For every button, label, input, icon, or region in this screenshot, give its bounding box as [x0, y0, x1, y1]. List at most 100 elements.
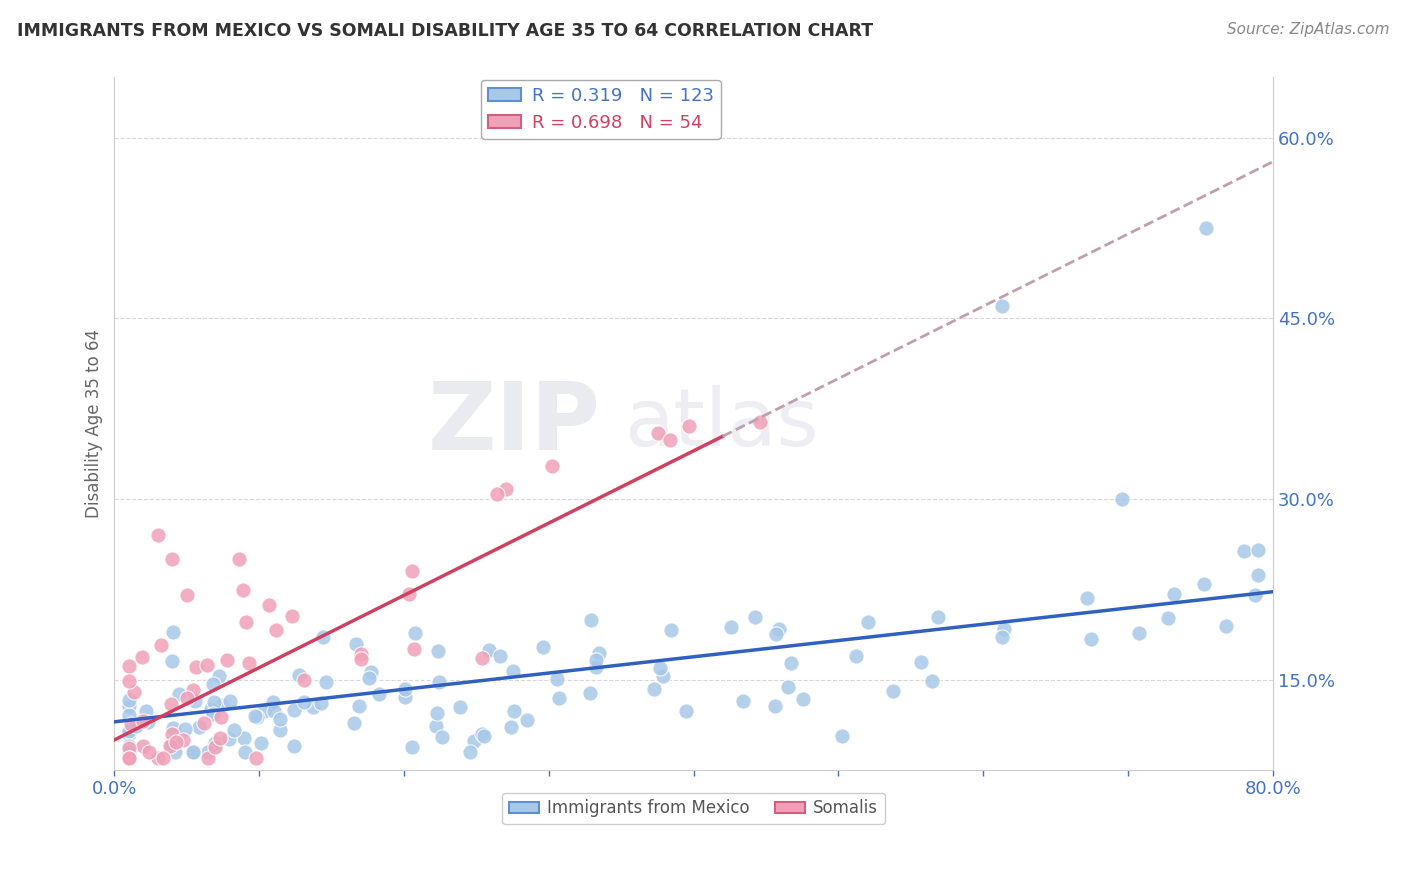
- Point: [921, 673, 943, 688]
- Point: [579, 686, 602, 700]
- Point: [232, 731, 254, 746]
- Point: [344, 637, 367, 651]
- Point: [204, 736, 226, 750]
- Point: [585, 653, 607, 667]
- Y-axis label: Disability Age 35 to 64: Disability Age 35 to 64: [86, 329, 103, 518]
- Point: [1157, 611, 1180, 625]
- Point: [132, 739, 155, 753]
- Point: [202, 695, 225, 709]
- Point: [360, 665, 382, 679]
- Point: [253, 704, 276, 718]
- Point: [183, 694, 205, 708]
- Point: [146, 528, 169, 542]
- Point: [1233, 544, 1256, 558]
- Point: [1244, 589, 1267, 603]
- Point: [650, 661, 672, 675]
- Point: [426, 643, 449, 657]
- Point: [993, 622, 1015, 636]
- Point: [176, 691, 198, 706]
- Point: [283, 703, 305, 717]
- Point: [495, 482, 517, 496]
- Point: [174, 723, 197, 737]
- Point: [146, 751, 169, 765]
- Point: [224, 723, 246, 738]
- Point: [349, 652, 371, 666]
- Point: [245, 751, 267, 765]
- Point: [1128, 625, 1150, 640]
- Text: ZIP: ZIP: [427, 377, 600, 470]
- Point: [249, 736, 271, 750]
- Point: [776, 680, 799, 694]
- Point: [211, 698, 233, 712]
- Point: [208, 669, 231, 683]
- Point: [246, 710, 269, 724]
- Point: [118, 739, 141, 753]
- Point: [292, 695, 315, 709]
- Point: [124, 685, 146, 699]
- Point: [208, 731, 231, 745]
- Point: [831, 729, 853, 743]
- Point: [181, 745, 204, 759]
- Point: [259, 598, 281, 612]
- Point: [118, 727, 141, 741]
- Point: [269, 723, 291, 738]
- Point: [359, 672, 381, 686]
- Legend: Immigrants from Mexico, Somalis: Immigrants from Mexico, Somalis: [502, 793, 884, 824]
- Point: [228, 551, 250, 566]
- Point: [118, 751, 141, 765]
- Point: [720, 620, 742, 634]
- Point: [118, 745, 141, 759]
- Point: [471, 651, 494, 665]
- Point: [398, 587, 420, 601]
- Point: [432, 731, 454, 745]
- Point: [193, 715, 215, 730]
- Point: [1247, 543, 1270, 558]
- Point: [401, 740, 423, 755]
- Point: [162, 625, 184, 640]
- Point: [991, 299, 1014, 313]
- Point: [765, 627, 787, 641]
- Point: [283, 739, 305, 753]
- Point: [187, 720, 209, 734]
- Point: [262, 695, 284, 709]
- Point: [643, 681, 665, 696]
- Text: IMMIGRANTS FROM MEXICO VS SOMALI DISABILITY AGE 35 TO 64 CORRELATION CHART: IMMIGRANTS FROM MEXICO VS SOMALI DISABIL…: [17, 22, 873, 40]
- Point: [118, 708, 141, 723]
- Point: [309, 696, 332, 710]
- Point: [218, 732, 240, 747]
- Point: [149, 638, 172, 652]
- Point: [991, 630, 1014, 644]
- Point: [546, 672, 568, 686]
- Point: [195, 658, 218, 673]
- Point: [197, 745, 219, 759]
- Point: [588, 646, 610, 660]
- Point: [1194, 577, 1216, 591]
- Point: [343, 716, 366, 731]
- Point: [162, 721, 184, 735]
- Point: [219, 694, 242, 708]
- Point: [235, 615, 257, 629]
- Point: [217, 653, 239, 667]
- Point: [183, 745, 205, 759]
- Point: [1195, 221, 1218, 235]
- Point: [201, 676, 224, 690]
- Point: [427, 675, 450, 690]
- Point: [264, 623, 287, 637]
- Point: [118, 699, 141, 714]
- Point: [315, 674, 337, 689]
- Point: [280, 609, 302, 624]
- Point: [1247, 568, 1270, 582]
- Point: [160, 654, 183, 668]
- Point: [269, 712, 291, 726]
- Point: [118, 659, 141, 673]
- Point: [463, 734, 485, 748]
- Point: [651, 669, 673, 683]
- Point: [159, 739, 181, 754]
- Point: [910, 655, 932, 669]
- Point: [245, 708, 267, 723]
- Point: [548, 691, 571, 706]
- Point: [163, 745, 186, 759]
- Point: [125, 719, 148, 733]
- Point: [1111, 491, 1133, 506]
- Point: [744, 610, 766, 624]
